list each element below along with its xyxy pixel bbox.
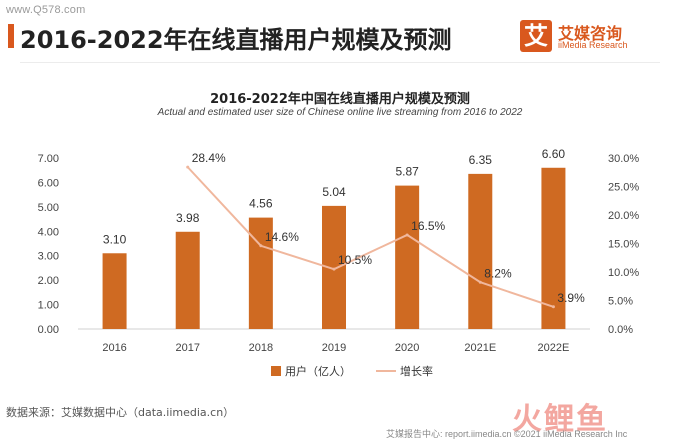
bar-value-label: 3.10 <box>103 232 127 246</box>
footer-copyright: 艾媒报告中心: report.iimedia.cn ©2021 iiMedia … <box>386 429 628 439</box>
growth-rate-point <box>551 305 555 309</box>
bar <box>395 185 420 329</box>
growth-rate-label: 8.2% <box>484 266 512 280</box>
watermark-text: www.Q578.com <box>6 4 86 16</box>
y-right-tick-label: 15.0% <box>608 239 639 251</box>
logo-name: 艾媒咨询 <box>558 24 623 43</box>
y-left-tick-label: 0.00 <box>38 324 59 336</box>
growth-rate-label: 28.4% <box>192 151 226 165</box>
x-tick-label: 2019 <box>322 342 346 354</box>
page-title: 2016-2022年在线直播用户规模及预测 <box>20 26 452 54</box>
bar-value-label: 6.60 <box>542 147 566 161</box>
data-source: 数据来源：艾媒数据中心（data.iimedia.cn） <box>6 406 235 419</box>
logo-subtitle: iiMedia Research <box>558 40 628 50</box>
y-left-tick-label: 2.00 <box>38 275 59 287</box>
growth-rate-point <box>186 165 190 169</box>
y-right-tick-label: 20.0% <box>608 210 639 222</box>
bar <box>468 173 493 329</box>
y-right-tick-label: 25.0% <box>608 182 639 194</box>
growth-rate-label: 3.9% <box>557 291 585 305</box>
x-tick-label: 2020 <box>395 342 419 354</box>
x-tick-label: 2021E <box>464 342 496 354</box>
y-left-tick-label: 4.00 <box>38 226 59 238</box>
footer-brand-watermark: 火鲤鱼 <box>512 402 608 437</box>
y-left-tick-label: 5.00 <box>38 202 59 214</box>
bar-value-label: 3.98 <box>176 211 200 225</box>
y-right-tick-label: 0.0% <box>608 324 633 336</box>
bar <box>175 231 200 329</box>
chart-title: 2016-2022年中国在线直播用户规模及预测 <box>210 92 470 107</box>
growth-rate-label: 10.5% <box>338 253 372 267</box>
brand-logo: 艾 艾媒咨询 iiMedia Research <box>520 18 670 58</box>
bar-value-label: 5.04 <box>322 185 346 199</box>
growth-rate-label: 14.6% <box>265 230 299 244</box>
legend-bar-label: 用户（亿人） <box>285 364 351 378</box>
legend-line-label: 增长率 <box>400 364 433 378</box>
x-tick-label: 2018 <box>249 342 273 354</box>
title-accent-bar <box>8 24 14 48</box>
logo-mark-icon: 艾 <box>520 20 552 52</box>
growth-rate-point <box>405 233 409 237</box>
bar-value-label: 5.87 <box>395 165 419 179</box>
y-left-tick-label: 3.00 <box>38 251 59 263</box>
bar-value-label: 6.35 <box>469 153 493 167</box>
x-tick-label: 2017 <box>175 342 199 354</box>
y-right-tick-label: 30.0% <box>608 153 639 165</box>
y-left-tick-label: 1.00 <box>38 300 59 312</box>
y-left-tick-label: 6.00 <box>38 177 59 189</box>
growth-rate-point <box>332 267 336 271</box>
growth-rate-line <box>186 166 554 308</box>
bar-value-label: 4.56 <box>249 197 273 211</box>
y-left-tick-label: 7.00 <box>38 153 59 165</box>
x-tick-label: 2016 <box>102 342 126 354</box>
growth-rate-point <box>259 244 263 248</box>
growth-rate-point <box>478 280 482 284</box>
bar <box>102 253 127 329</box>
header-divider <box>20 62 660 63</box>
chart-subtitle: Actual and estimated user size of Chines… <box>157 107 523 118</box>
growth-rate-label: 16.5% <box>411 219 445 233</box>
bar <box>541 167 566 329</box>
legend-bar-swatch <box>271 366 281 376</box>
x-tick-label: 2022E <box>538 342 570 354</box>
y-right-tick-label: 5.0% <box>608 296 633 308</box>
y-right-tick-label: 10.0% <box>608 267 639 279</box>
